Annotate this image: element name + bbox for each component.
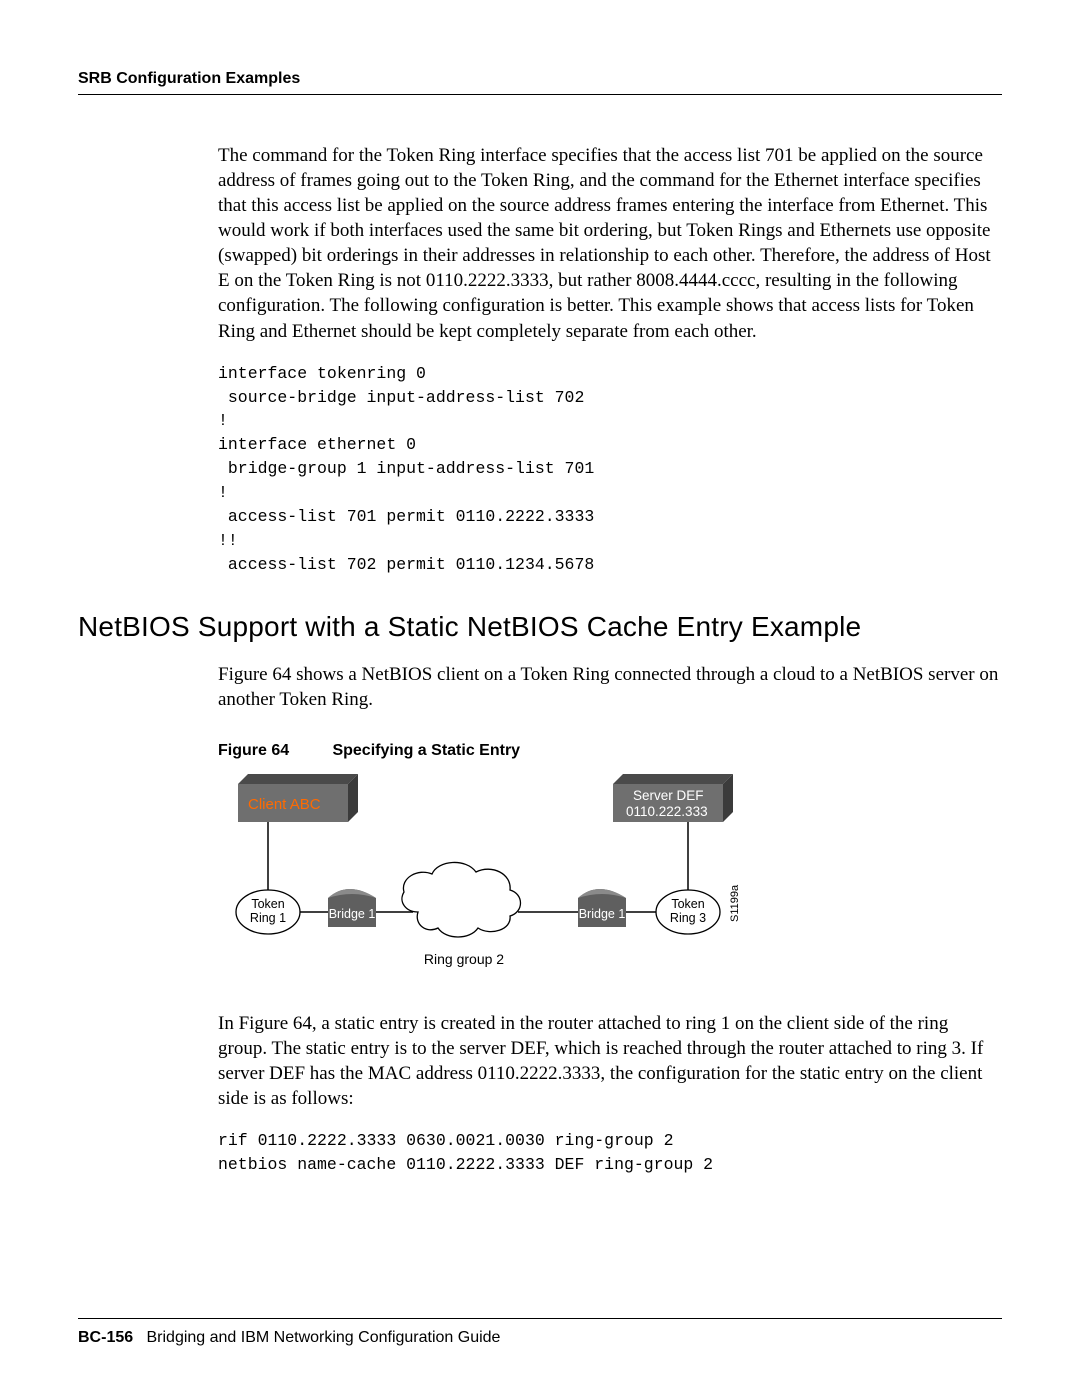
bridge-right: Bridge 1 <box>578 889 626 927</box>
ringgroup-label: Ring group 2 <box>424 951 504 967</box>
code-block-1: interface tokenring 0 source-bridge inpu… <box>218 362 1002 577</box>
paragraph-intro: The command for the Token Ring interface… <box>218 143 1002 344</box>
figure-number: Figure 64 <box>218 742 328 760</box>
tokenring1-l1: Token <box>251 897 284 911</box>
tokenring3-l2: Ring 3 <box>670 911 706 925</box>
server-label-2: 0110.222.333 <box>626 804 708 819</box>
paragraph-after-fig: In Figure 64, a static entry is created … <box>218 1011 1002 1111</box>
bridge-left: Bridge 1 <box>328 889 376 927</box>
footer-title: Bridging and IBM Networking Configuratio… <box>146 1329 500 1346</box>
bridge-right-label: Bridge 1 <box>579 907 626 921</box>
running-header: SRB Configuration Examples <box>78 70 1002 88</box>
server-label-1: Server DEF <box>633 788 704 803</box>
client-label: Client ABC <box>248 796 321 813</box>
section-title: NetBIOS Support with a Static NetBIOS Ca… <box>78 611 1002 643</box>
server-box: Server DEF 0110.222.333 <box>613 774 733 822</box>
cloud <box>402 863 521 938</box>
footer-rule <box>78 1318 1002 1319</box>
tokenring1-l2: Ring 1 <box>250 911 286 925</box>
header-rule <box>78 94 1002 95</box>
code-block-2: rif 0110.2222.3333 0630.0021.0030 ring-g… <box>218 1129 1002 1177</box>
client-box: Client ABC <box>238 774 358 822</box>
page-number: BC-156 <box>78 1329 133 1346</box>
bridge-left-label: Bridge 1 <box>329 907 376 921</box>
paragraph-fig-intro: Figure 64 shows a NetBIOS client on a To… <box>218 662 1002 712</box>
page: SRB Configuration Examples The command f… <box>0 0 1080 1397</box>
tokenring3-l1: Token <box>671 897 704 911</box>
figure-sideid: S1199a <box>729 884 741 922</box>
page-footer: BC-156 Bridging and IBM Networking Confi… <box>78 1329 500 1347</box>
figure-title: Specifying a Static Entry <box>332 742 520 759</box>
figure-caption: Figure 64 Specifying a Static Entry <box>218 742 1002 760</box>
figure-diagram: Client ABC Server DEF 0110.222.333 Token… <box>218 772 778 992</box>
